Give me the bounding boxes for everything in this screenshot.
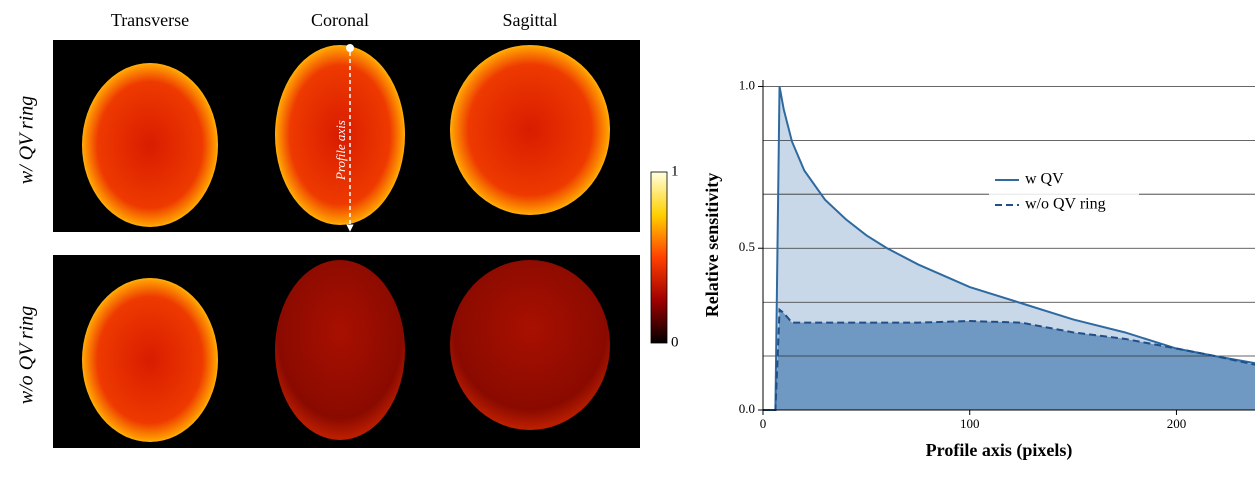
head-image bbox=[450, 45, 610, 215]
column-title: Sagittal bbox=[503, 10, 558, 30]
x-axis-label: Profile axis (pixels) bbox=[926, 440, 1073, 461]
legend-label: w QV bbox=[1025, 171, 1064, 188]
figure: Profile axis Transverse Coronal Sagittal… bbox=[0, 0, 1255, 472]
legend-label: w/o QV ring bbox=[1025, 196, 1106, 213]
head-image bbox=[450, 260, 610, 430]
row-title: w/o QV ring bbox=[16, 306, 38, 405]
y-tick-label: 1.0 bbox=[739, 77, 755, 92]
row-title: w/ QV ring bbox=[16, 96, 38, 185]
x-tick-label: 0 bbox=[760, 416, 767, 431]
column-title: Coronal bbox=[311, 10, 369, 30]
head-image bbox=[82, 63, 218, 227]
column-title: Transverse bbox=[111, 10, 189, 30]
head-image bbox=[275, 260, 405, 440]
profile-label: Profile axis bbox=[333, 120, 348, 181]
x-tick-label: 100 bbox=[960, 416, 980, 431]
head-image bbox=[82, 278, 218, 442]
profile-start bbox=[346, 44, 354, 52]
colorbar-tick-label: 0 bbox=[671, 334, 679, 350]
y-tick-label: 0.5 bbox=[739, 239, 755, 254]
line-chart: 0.0 0.5 1.0 0 100 200 Profile axis (pixels) Rel… bbox=[702, 77, 1255, 461]
y-tick-label: 0.0 bbox=[739, 401, 755, 416]
area bbox=[763, 310, 1255, 410]
y-axis-label: Relative sensitivity bbox=[702, 173, 722, 317]
x-tick-label: 200 bbox=[1167, 416, 1187, 431]
image-panels: Profile axis bbox=[53, 40, 667, 448]
colorbar-tick-label: 1 bbox=[671, 163, 679, 179]
colorbar bbox=[651, 172, 667, 343]
